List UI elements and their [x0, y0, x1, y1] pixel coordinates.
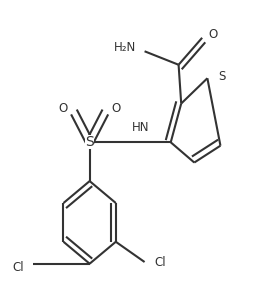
Text: O: O: [111, 102, 120, 115]
Text: S: S: [218, 70, 225, 83]
Text: Cl: Cl: [154, 255, 166, 268]
Text: HN: HN: [132, 121, 149, 134]
Text: Cl: Cl: [12, 261, 23, 274]
Text: S: S: [85, 135, 94, 149]
Text: O: O: [208, 28, 217, 41]
Text: O: O: [59, 102, 68, 115]
Text: H₂N: H₂N: [114, 41, 136, 54]
